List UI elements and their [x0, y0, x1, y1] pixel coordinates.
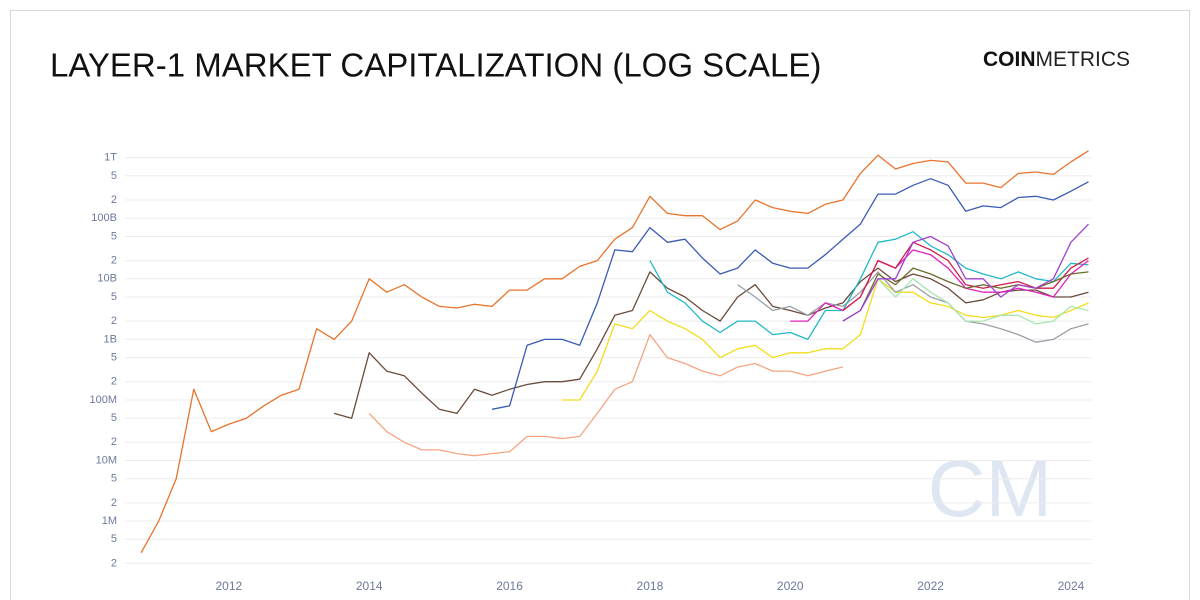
x-tick-label: 2016 [496, 579, 523, 593]
y-tick-label: 5 [111, 291, 117, 303]
y-tick-label: 5 [111, 170, 117, 182]
series-line [790, 249, 1089, 322]
series-line [737, 271, 1089, 343]
y-tick-label: 5 [111, 533, 117, 545]
series-line [842, 267, 1089, 322]
x-tick-label: 2012 [216, 579, 243, 593]
brand-bold: COIN [983, 48, 1036, 71]
brand-light: METRICS [1036, 48, 1131, 71]
y-tick-label: 5 [111, 412, 117, 424]
watermark: CM [928, 444, 1052, 533]
series-line [842, 241, 1089, 312]
series-line [842, 223, 1089, 322]
x-tick-label: 2018 [637, 579, 664, 593]
x-tick-label: 2014 [356, 579, 383, 593]
brand-logo: COINMETRICS [983, 48, 1130, 71]
x-tick-label: 2020 [777, 579, 804, 593]
series-line [333, 267, 1089, 419]
y-tick-label: 2 [111, 376, 117, 388]
y-tick-label: 1T [104, 152, 117, 164]
y-tick-label: 2 [111, 497, 117, 509]
series-line [649, 231, 1089, 341]
y-tick-label: 1B [104, 333, 117, 345]
y-tick-label: 2 [111, 557, 117, 569]
y-tick-label: 100M [89, 394, 117, 406]
x-tick-label: 2024 [1058, 579, 1085, 593]
frame [10, 10, 1190, 600]
y-tick-label: 2 [111, 254, 117, 266]
series-line [491, 178, 1089, 410]
y-tick-label: 100B [91, 212, 117, 224]
y-tick-label: 2 [111, 194, 117, 206]
series-line [140, 150, 1089, 554]
series-line [368, 333, 844, 457]
y-tick-label: 10M [96, 454, 117, 466]
x-tick-label: 2022 [917, 579, 944, 593]
y-tick-label: 2 [111, 436, 117, 448]
y-tick-label: 1M [102, 515, 117, 527]
y-tick-label: 10B [97, 273, 117, 285]
series-line [877, 278, 1089, 325]
y-tick-label: 5 [111, 230, 117, 242]
y-tick-label: 5 [111, 352, 117, 364]
chart-title: LAYER-1 MARKET CAPITALIZATION (LOG SCALE… [50, 47, 821, 84]
y-tick-label: 5 [111, 473, 117, 485]
y-tick-label: 2 [111, 315, 117, 327]
